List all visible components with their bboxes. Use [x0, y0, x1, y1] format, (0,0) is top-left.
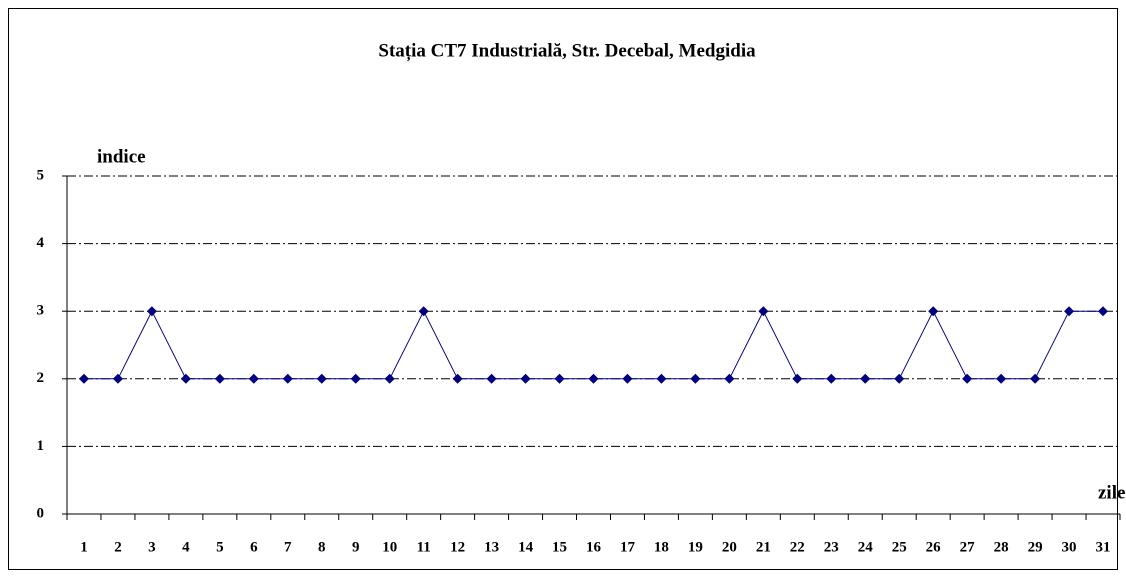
data-point — [350, 373, 361, 384]
x-tick-label: 30 — [1062, 539, 1077, 555]
x-tick-label: 21 — [756, 539, 771, 555]
x-tick-label: 26 — [926, 539, 942, 555]
y-tick-label: 5 — [37, 167, 45, 183]
data-point — [962, 373, 973, 384]
x-tick-label: 18 — [654, 539, 669, 555]
x-tick-label: 9 — [352, 539, 360, 555]
chart-frame — [8, 8, 1118, 570]
data-point — [112, 373, 123, 384]
x-tick-label: 7 — [284, 539, 292, 555]
x-tick-label: 22 — [790, 539, 805, 555]
x-tick-label: 23 — [824, 539, 839, 555]
x-tick-label: 15 — [552, 539, 567, 555]
y-tick-label: 1 — [37, 438, 45, 454]
x-tick-label: 6 — [250, 539, 258, 555]
data-point — [928, 306, 939, 317]
data-point — [248, 373, 259, 384]
x-tick-label: 12 — [450, 539, 465, 555]
data-point — [758, 306, 769, 317]
x-tick-label: 5 — [216, 539, 224, 555]
x-tick-label: 8 — [318, 539, 326, 555]
x-tick-label: 29 — [1028, 539, 1043, 555]
data-point — [860, 373, 871, 384]
x-tick-label: 10 — [382, 539, 397, 555]
x-tick-label: 14 — [518, 539, 534, 555]
y-tick-label: 0 — [37, 505, 45, 521]
x-tick-label: 28 — [994, 539, 1009, 555]
x-tick-label: 2 — [114, 539, 122, 555]
data-point — [826, 373, 837, 384]
chart-title: Stația CT7 Industrială, Str. Decebal, Me… — [378, 40, 756, 61]
x-tick-label: 16 — [586, 539, 602, 555]
y-tick-label: 3 — [37, 303, 45, 319]
data-point — [180, 373, 191, 384]
data-point — [214, 373, 225, 384]
x-tick-label: 20 — [722, 539, 737, 555]
y-tick-label: 2 — [37, 370, 45, 386]
x-tick-label: 19 — [688, 539, 703, 555]
x-tick-label: 1 — [80, 539, 88, 555]
x-tick-label: 25 — [892, 539, 907, 555]
data-point — [656, 373, 667, 384]
x-tick-label: 24 — [858, 539, 874, 555]
data-point — [996, 373, 1007, 384]
data-point — [622, 373, 633, 384]
x-tick-label: 17 — [620, 539, 636, 555]
data-point — [316, 373, 327, 384]
y-tick-label: 4 — [37, 235, 45, 251]
data-point — [486, 373, 497, 384]
data-point — [792, 373, 803, 384]
data-point — [1064, 306, 1075, 317]
x-tick-label: 3 — [148, 539, 156, 555]
data-point — [690, 373, 701, 384]
x-tick-label: 11 — [417, 539, 431, 555]
y-axis-label: indice — [97, 146, 146, 167]
x-tick-label: 13 — [484, 539, 499, 555]
data-point — [588, 373, 599, 384]
x-tick-label: 4 — [182, 539, 190, 555]
data-point — [520, 373, 531, 384]
data-point — [146, 306, 157, 317]
x-axis-label: zile — [1098, 482, 1125, 503]
data-point — [554, 373, 565, 384]
data-point — [384, 373, 395, 384]
data-point — [418, 306, 429, 317]
x-tick-label: 27 — [960, 539, 976, 555]
data-point — [1098, 306, 1109, 317]
data-point — [282, 373, 293, 384]
data-point — [724, 373, 735, 384]
x-tick-label: 31 — [1096, 539, 1111, 555]
data-point — [78, 373, 89, 384]
data-point — [894, 373, 905, 384]
data-point — [1030, 373, 1041, 384]
data-point — [452, 373, 463, 384]
